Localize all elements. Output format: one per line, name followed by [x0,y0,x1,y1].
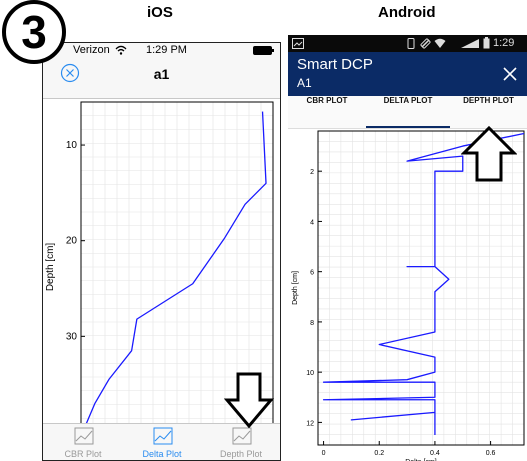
down-arrow-annotation [224,372,274,428]
battery-icon [253,46,274,55]
y-axis-label: Depth [cm] [292,271,299,305]
tab-label: Delta Plot [142,449,182,459]
ios-status-bar: Verizon 1:29 PM [43,43,280,58]
ios-nav-bar: a1 [43,58,280,99]
tab-label: CBR Plot [64,449,102,459]
y-tick-label: 6 [310,270,314,277]
android-caption: Android [378,4,436,21]
y-axis-label: Depth [cm] [45,243,56,292]
tab-cbr-plot[interactable]: CBR Plot [48,424,118,460]
android-app-bar: Smart DCP A1 [288,52,527,96]
tab-depth-plot[interactable]: Depth Plot [206,424,276,460]
step-number-badge: 3 [2,0,66,64]
android-screenshot: 1:29 Smart DCP A1 CBR PLOT DELTA PLOT DE… [288,35,527,461]
chart-icon [232,427,252,445]
close-icon[interactable] [503,67,517,81]
ios-screenshot: Verizon 1:29 PM a1 1020304046Detla [cm]D… [42,42,281,461]
y-tick-label: 30 [66,331,78,342]
android-tab-bar: CBR PLOT DELTA PLOT DEPTH PLOT [288,96,527,129]
up-arrow-annotation [461,126,517,182]
x-tick-label: 0 [322,450,326,457]
carrier-label: Verizon [73,44,110,56]
x-tick-label: 0.2 [374,450,384,457]
close-icon[interactable] [60,63,80,83]
x-axis-label: Delta [cm] [405,459,437,461]
wifi-icon [115,45,127,55]
android-status-bar: 1:29 [288,35,527,52]
y-tick-label: 2 [310,169,314,176]
y-tick-label: 10 [66,140,78,151]
app-title: Smart DCP [297,56,373,73]
data-series-line [322,132,525,435]
status-time: 1:29 [493,37,515,49]
plot-frame [317,130,525,446]
tab-label: Depth Plot [219,449,263,459]
wifi-icon [434,38,446,48]
app-subtitle: A1 [297,76,312,90]
ios-tab-bar: CBR Plot Delta Plot Depth Plot [43,423,280,460]
y-tick-label: 8 [310,320,314,327]
signal-icon [461,39,479,48]
chart-icon [153,427,173,445]
tab-delta-plot[interactable]: Delta Plot [127,424,197,460]
rotate-icon [420,38,431,49]
image-notification-icon [292,38,304,49]
tab-depth-plot[interactable]: DEPTH PLOT [463,96,514,105]
tab-delta-plot[interactable]: DELTA PLOT [366,96,450,128]
y-tick-label: 4 [310,219,314,226]
x-tick-label: 0.4 [430,450,440,457]
nav-title: a1 [153,66,170,82]
y-tick-label: 10 [306,370,314,377]
x-tick-label: 0.6 [486,450,496,457]
data-series-line [82,111,267,433]
y-tick-label: 20 [66,236,78,247]
android-delta-plot: 2 4 6 8 10 12 0 0.2 0.4 0.6 Delta [cm] Depth [cm] [288,129,527,461]
chart-icon [74,427,94,445]
vibrate-icon [407,38,415,49]
tab-cbr-plot[interactable]: CBR PLOT [306,96,348,105]
status-time: 1:29 PM [146,44,187,56]
battery-icon [483,37,490,49]
y-tick-label: 12 [306,420,314,427]
ios-caption: iOS [147,4,173,21]
